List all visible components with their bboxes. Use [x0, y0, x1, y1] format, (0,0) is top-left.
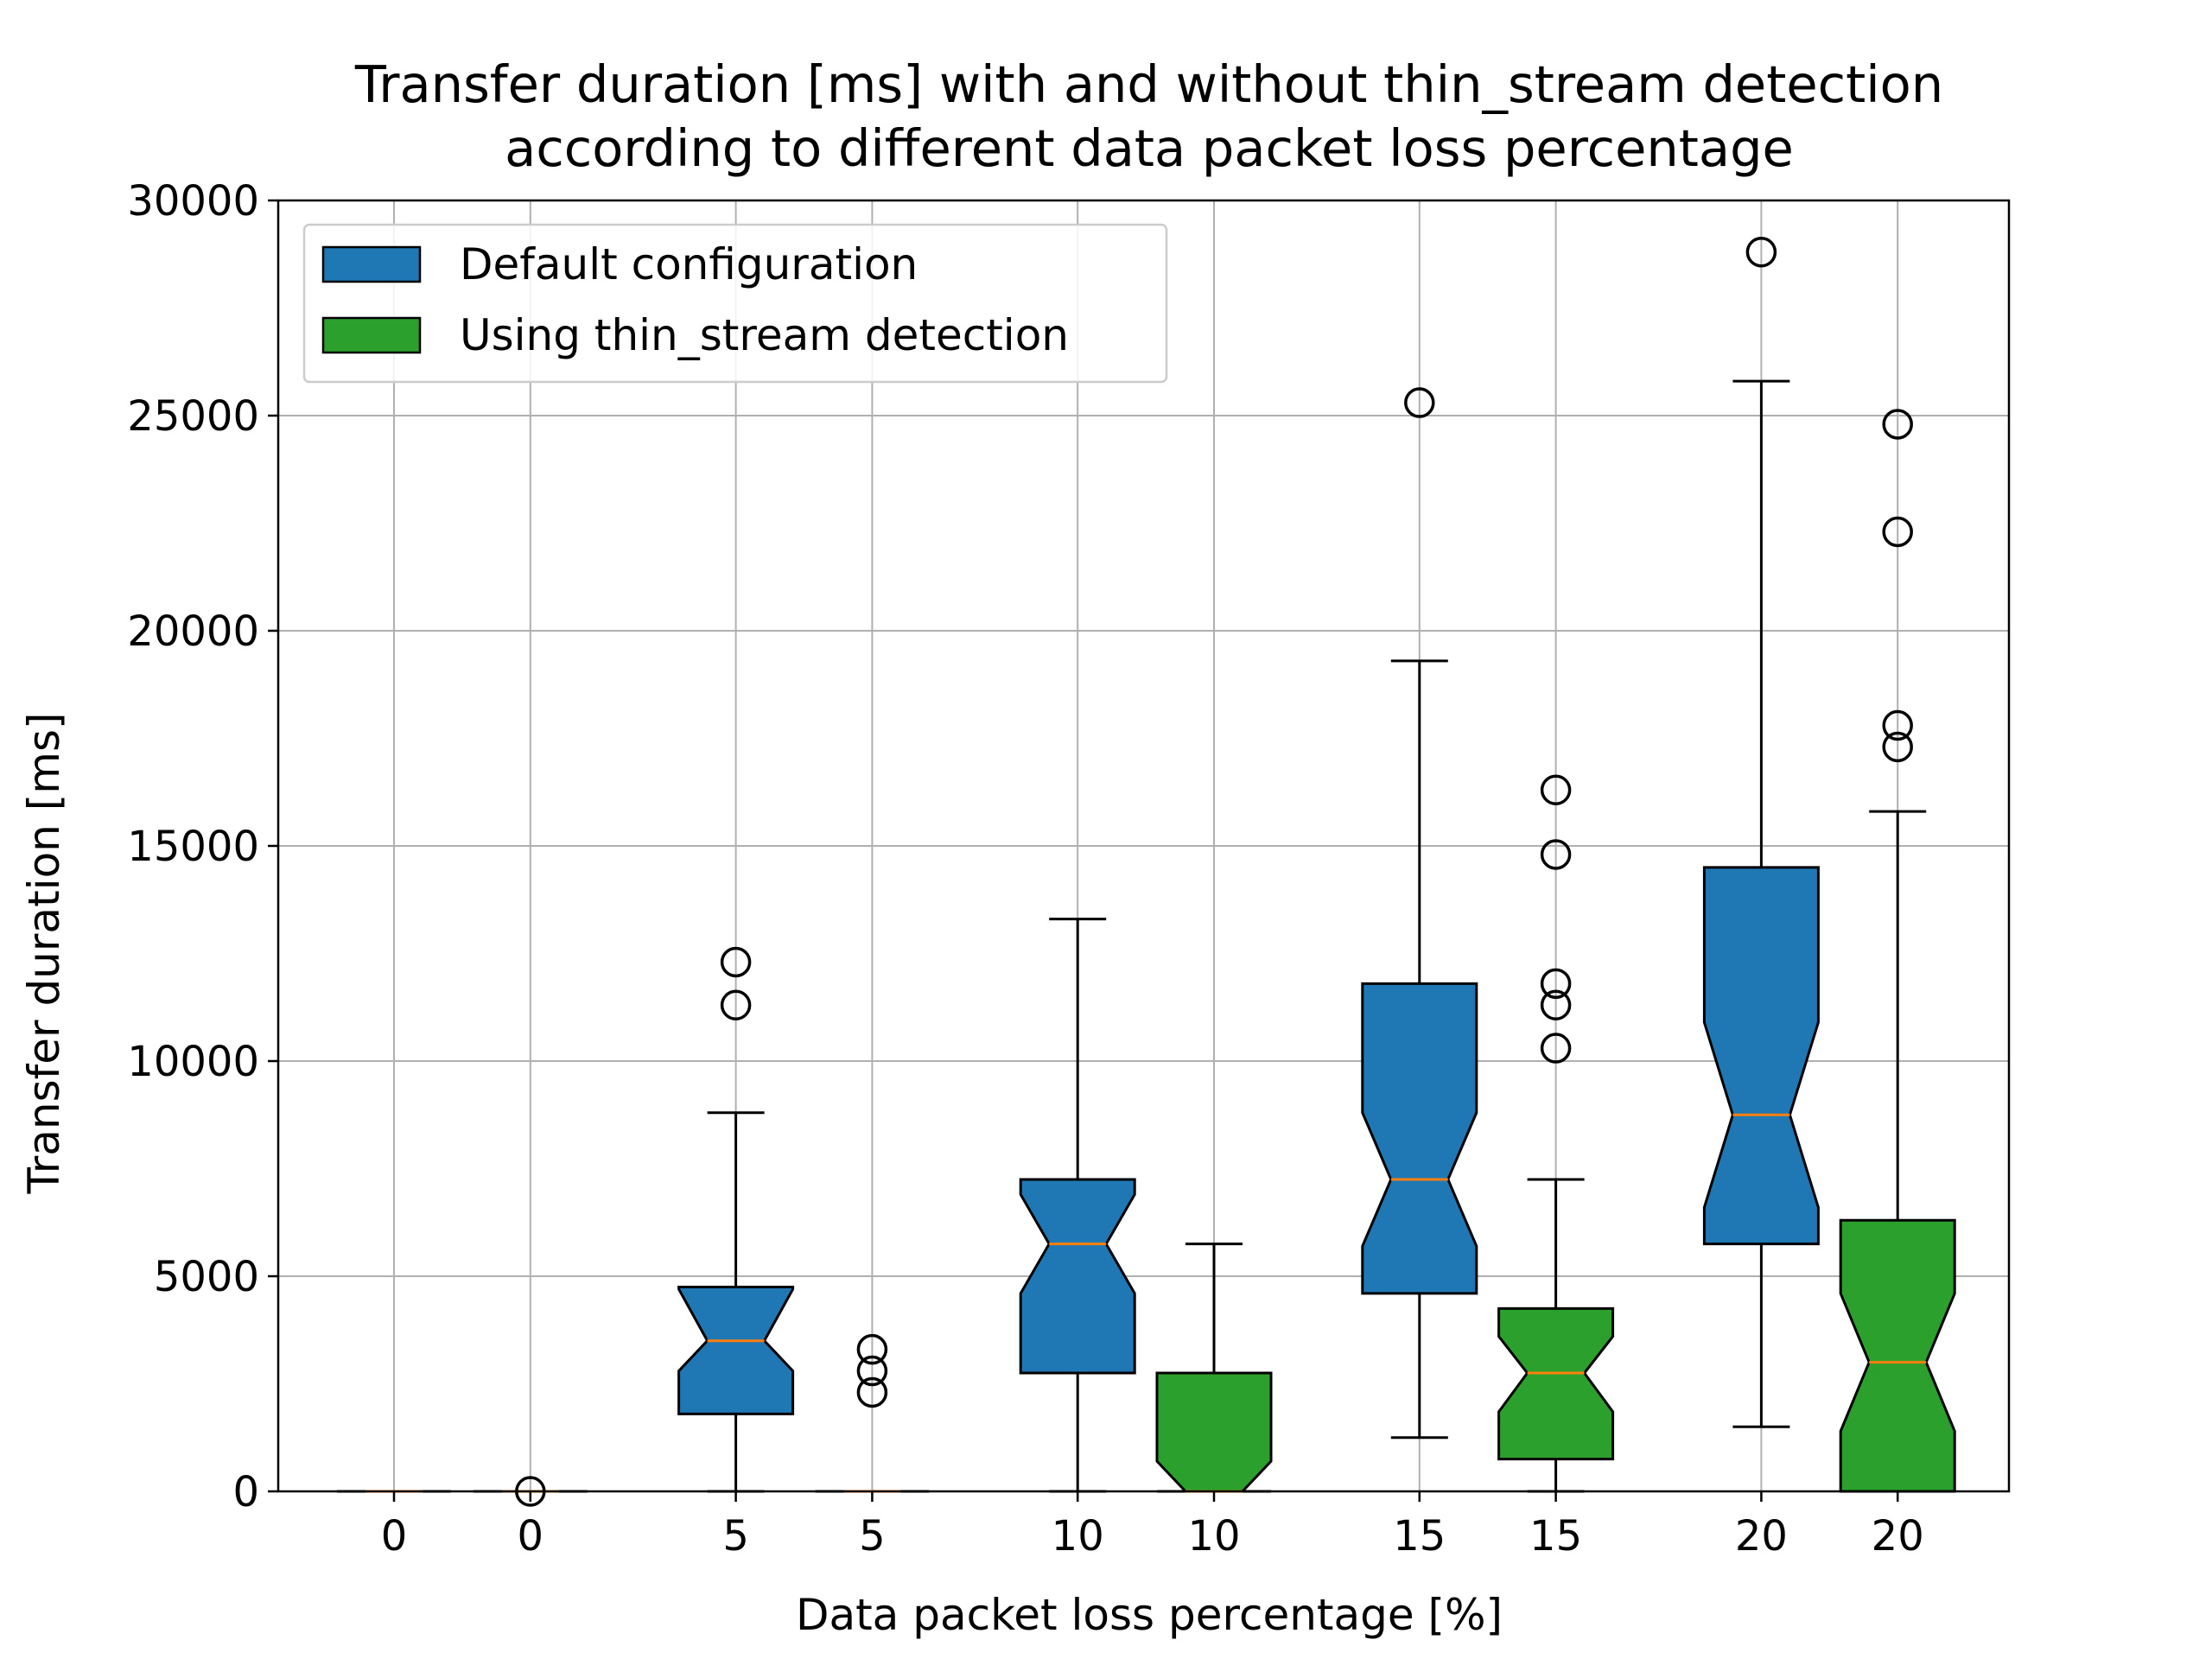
- y-axis-label: Transfer duration [ms]: [19, 712, 69, 1194]
- legend-frame: [302, 223, 1168, 384]
- x-axis-label: Data packet loss percentage [%]: [796, 1590, 1503, 1640]
- y-tick-label: 25000: [127, 392, 259, 441]
- outlier-point: [856, 1376, 888, 1408]
- legend-swatch-default: [321, 245, 422, 283]
- notched-box: [1155, 1371, 1273, 1493]
- y-tick-label: 30000: [127, 177, 259, 226]
- y-tick-label: 0: [232, 1468, 259, 1516]
- outlier-point: [1540, 968, 1572, 1000]
- outlier-point: [1540, 989, 1572, 1021]
- y-tick-label: 10000: [127, 1038, 259, 1086]
- outlier-point: [1882, 516, 1913, 548]
- x-tick-label: 0: [518, 1512, 544, 1560]
- outlier-point: [720, 946, 752, 978]
- x-tick-label: 10: [1052, 1512, 1104, 1560]
- notched-box: [1361, 982, 1478, 1295]
- x-tick-label: 15: [1393, 1512, 1446, 1560]
- box-7: [1361, 387, 1478, 1440]
- legend: Default configuration Using thin_stream …: [302, 223, 1168, 384]
- outlier-point: [1882, 709, 1913, 741]
- x-tick-label: 20: [1735, 1512, 1788, 1560]
- outlier-point: [856, 1355, 888, 1387]
- notched-box: [1702, 866, 1820, 1246]
- outlier-point: [720, 989, 752, 1021]
- x-tick-label: 0: [381, 1512, 408, 1560]
- y-tick-label: 15000: [127, 823, 259, 871]
- outlier-point: [1745, 237, 1777, 268]
- chart-title-line-2: according to different data packet loss …: [505, 118, 1794, 178]
- legend-swatch-thin-stream: [321, 316, 422, 354]
- box-8: [1497, 774, 1615, 1493]
- outlier-point: [1540, 839, 1572, 870]
- box-3: [677, 946, 795, 1493]
- notched-box: [677, 1285, 795, 1415]
- x-tick-label: 10: [1187, 1512, 1240, 1560]
- outlier-point: [856, 1333, 888, 1365]
- x-tick-label: 20: [1872, 1512, 1924, 1560]
- outlier-point: [1882, 409, 1913, 440]
- outlier-point: [1540, 774, 1572, 806]
- box-10: [1839, 409, 1956, 1493]
- x-tick-label: 5: [722, 1512, 749, 1560]
- box-9: [1702, 237, 1820, 1428]
- outlier-point: [1540, 1033, 1572, 1064]
- legend-label-thin-stream: Using thin_stream detection: [460, 310, 1069, 360]
- notched-box: [1839, 1218, 1956, 1493]
- tick-layer: 0 5000 10000 15000 20000 25000 30000 0 0 5 5 10 10 15…: [127, 177, 1923, 1560]
- outlier-point: [1882, 731, 1913, 763]
- notched-box: [1497, 1306, 1615, 1461]
- y-tick-label: 5000: [154, 1253, 259, 1301]
- y-tick-label: 20000: [127, 607, 259, 656]
- legend-label-default: Default configuration: [460, 239, 918, 289]
- x-tick-label: 15: [1529, 1512, 1582, 1560]
- notched-box: [1019, 1178, 1136, 1375]
- grid-layer: [278, 200, 2009, 1492]
- x-tick-label: 5: [859, 1512, 886, 1560]
- outlier-point: [1404, 387, 1435, 418]
- chart-title-line-1: Transfer duration [ms] with and without …: [354, 54, 1943, 114]
